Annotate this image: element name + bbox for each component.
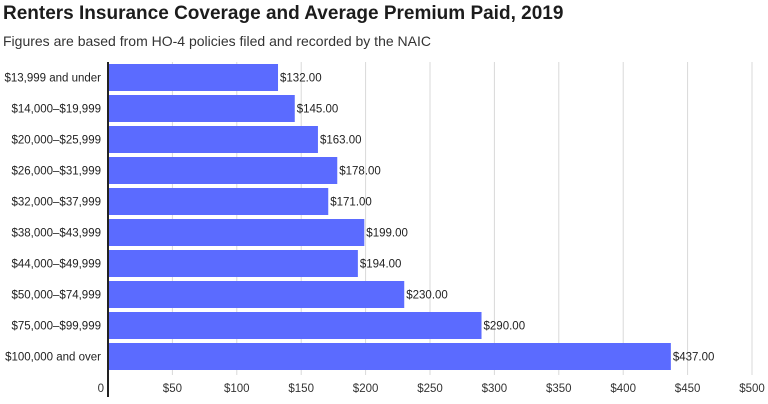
bar [108,219,365,246]
category-label: $14,000–$19,999 [11,104,101,116]
x-tick-label: $200 [353,383,379,395]
data-label: $171.00 [330,197,372,209]
category-label: $50,000–$74,999 [11,290,101,302]
x-tick-label: 0 [98,383,104,395]
data-label: $163.00 [320,135,362,147]
x-tick-label: $300 [482,383,508,395]
bar [108,157,338,184]
data-label: $178.00 [339,166,381,178]
data-label: $132.00 [280,73,322,85]
x-tick-label: $400 [610,383,636,395]
category-label: $20,000–$25,999 [11,135,101,147]
chart-title: Renters Insurance Coverage and Average P… [3,3,564,24]
data-label: $199.00 [366,228,408,240]
category-label: $32,000–$37,999 [11,197,101,209]
labels: 0 $50 $100 $150 $200 $250 $300 $350 $400 $450 $500… [4,73,764,396]
category-label: $100,000 and over [5,352,101,364]
bar [108,95,295,122]
category-label: $44,000–$49,999 [11,259,101,271]
bars [108,64,671,370]
x-tick-label: $500 [739,383,765,395]
x-tick-label: $100 [224,383,250,395]
bar [108,343,671,370]
bar [108,312,482,339]
category-label: $26,000–$31,999 [11,166,101,178]
x-tick-label: $450 [675,383,701,395]
data-label: $290.00 [484,321,526,333]
bar [108,250,358,277]
x-tick-label: $50 [163,383,182,395]
data-label: $194.00 [360,259,402,271]
data-label: $437.00 [673,352,715,364]
category-label: $13,999 and under [4,73,101,85]
data-label: $230.00 [406,290,448,302]
x-tick-label: $350 [546,383,572,395]
x-tick-label: $150 [288,383,314,395]
bar [108,281,405,308]
chart-subtitle: Figures are based from HO-4 policies fil… [3,33,431,49]
category-label: $38,000–$43,999 [11,228,101,240]
category-label: $75,000–$99,999 [11,321,101,333]
bar [108,188,329,215]
data-label: $145.00 [297,104,339,116]
bar [108,126,318,153]
x-tick-label: $250 [417,383,443,395]
bar [108,64,279,91]
